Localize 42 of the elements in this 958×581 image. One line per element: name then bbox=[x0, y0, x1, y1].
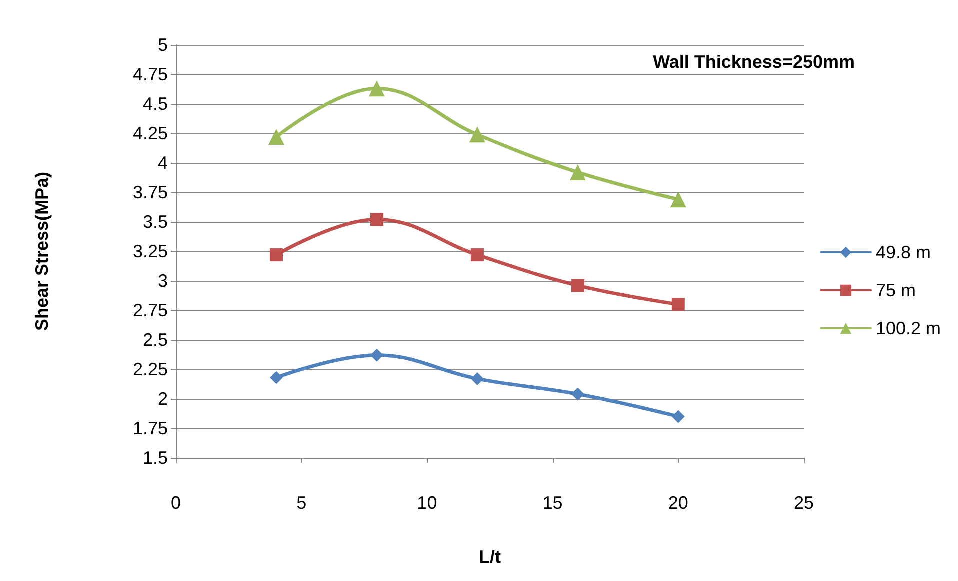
x-tick-label: 5 bbox=[296, 493, 307, 513]
y-tick-label: 2.5 bbox=[142, 330, 168, 350]
y-tick-label: 4.25 bbox=[132, 124, 168, 144]
y-tick-label: 4 bbox=[158, 153, 168, 173]
y-tick-label: 2.75 bbox=[132, 300, 168, 320]
x-tick-label: 0 bbox=[170, 493, 182, 513]
x-axis-title: L/t bbox=[479, 547, 501, 567]
x-tick-label: 15 bbox=[542, 493, 563, 513]
point bbox=[571, 279, 584, 292]
point bbox=[672, 410, 685, 424]
y-tick-label: 4.75 bbox=[132, 64, 168, 84]
point bbox=[368, 80, 385, 97]
x-tick-label: 10 bbox=[417, 493, 438, 513]
point bbox=[670, 192, 686, 208]
y-tick-label: 2.25 bbox=[132, 360, 168, 380]
point bbox=[571, 388, 584, 401]
y-tick-label: 3.25 bbox=[132, 242, 168, 262]
point bbox=[370, 348, 384, 362]
point bbox=[270, 248, 283, 262]
point bbox=[370, 213, 384, 226]
point bbox=[469, 126, 486, 143]
point bbox=[270, 371, 283, 384]
legend-label: 75 m bbox=[876, 280, 916, 300]
y-tick-label: 1.5 bbox=[142, 448, 168, 468]
chart-title: Wall Thickness=250mm bbox=[653, 52, 856, 72]
point bbox=[470, 248, 484, 262]
y-tick-label: 4.5 bbox=[142, 94, 168, 114]
y-tick-label: 3 bbox=[158, 271, 168, 291]
y-tick-label: 1.75 bbox=[132, 418, 168, 438]
point bbox=[570, 164, 586, 180]
x-tick-label: 25 bbox=[794, 493, 814, 513]
point bbox=[470, 372, 484, 386]
y-tick-label: 5 bbox=[158, 35, 168, 55]
legend-label: 100.2 m bbox=[876, 318, 942, 338]
y-tick-label: 3.75 bbox=[132, 182, 168, 202]
y-axis-title: Shear Stress(MPa) bbox=[32, 172, 52, 332]
point bbox=[268, 129, 284, 146]
point bbox=[672, 298, 685, 312]
y-tick-label: 3.5 bbox=[142, 212, 168, 232]
x-tick-label: 20 bbox=[668, 493, 688, 513]
legend-label: 49.8 m bbox=[876, 242, 931, 262]
y-tick-label: 2 bbox=[158, 389, 168, 409]
